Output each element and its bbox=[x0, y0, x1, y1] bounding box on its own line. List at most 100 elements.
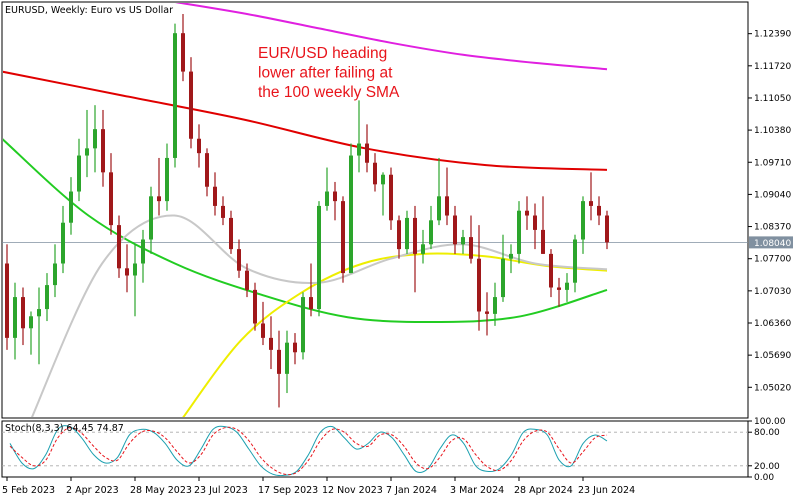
candle-body bbox=[165, 157, 169, 202]
candle-body bbox=[413, 217, 417, 254]
x-tick-label: 3 Mar 2024 bbox=[450, 485, 504, 496]
candle-body bbox=[29, 316, 33, 329]
y-tick-label: 1.08370 bbox=[754, 223, 791, 233]
candle-body bbox=[349, 155, 353, 274]
candle-body bbox=[21, 297, 25, 329]
candle-body bbox=[285, 342, 289, 374]
candle-body bbox=[333, 191, 337, 202]
candle-body bbox=[69, 191, 73, 223]
candle-body bbox=[493, 297, 497, 314]
stoch-y-tick-label: 80.00 bbox=[754, 428, 780, 438]
candle-body bbox=[549, 253, 553, 288]
candle-body bbox=[605, 215, 609, 243]
y-tick-label: 1.09710 bbox=[754, 158, 791, 168]
stoch-signal-line bbox=[9, 426, 608, 476]
candle-body bbox=[517, 210, 521, 254]
current-price-box bbox=[749, 236, 793, 249]
candle-body bbox=[373, 162, 377, 185]
candle-body bbox=[261, 323, 265, 338]
candle-body bbox=[565, 282, 569, 290]
candle-body bbox=[197, 138, 201, 154]
candle-body bbox=[573, 239, 577, 283]
candle-body bbox=[469, 237, 473, 259]
x-tick-label: 12 Nov 2023 bbox=[322, 485, 383, 496]
stoch-y-tick-label: 0.00 bbox=[754, 473, 774, 483]
annotation-text: EUR/USD heading bbox=[258, 45, 387, 62]
candle-body bbox=[221, 205, 225, 218]
x-tick-label: 23 Jun 2024 bbox=[578, 485, 635, 496]
candle-body bbox=[485, 311, 489, 314]
candle-body bbox=[389, 174, 393, 221]
y-tick-label: 1.07030 bbox=[754, 287, 791, 297]
candle-body bbox=[501, 258, 505, 298]
candle-body bbox=[109, 172, 113, 226]
annotation-text: the 100 weekly SMA bbox=[258, 84, 400, 101]
candle-body bbox=[141, 239, 145, 264]
candle-body bbox=[309, 297, 313, 310]
y-tick-label: 1.09040 bbox=[754, 190, 791, 200]
candle-body bbox=[205, 153, 209, 187]
candle-body bbox=[597, 205, 601, 216]
y-tick-label: 1.05020 bbox=[754, 383, 791, 393]
stoch-title: Stoch(8,3,3) 64.45 74.87 bbox=[5, 423, 124, 434]
candle-body bbox=[397, 220, 401, 250]
x-tick-label: 17 Sep 2023 bbox=[258, 485, 318, 496]
candle-body bbox=[93, 129, 97, 149]
candle-body bbox=[477, 258, 481, 312]
candle-body bbox=[173, 33, 177, 158]
chart-title: EURUSD, Weekly: Euro vs US Dollar bbox=[5, 5, 173, 16]
candle-body bbox=[117, 225, 121, 269]
x-tick-label: 28 May 2023 bbox=[130, 485, 192, 496]
candle-body bbox=[85, 148, 89, 156]
y-tick-label: 1.05690 bbox=[754, 351, 791, 361]
x-tick-label: 28 Apr 2024 bbox=[514, 485, 573, 496]
candle-body bbox=[77, 155, 81, 192]
sma-green-line bbox=[3, 138, 608, 324]
candle-body bbox=[461, 237, 465, 245]
candle-body bbox=[589, 201, 593, 206]
candle-body bbox=[101, 129, 105, 173]
main-panel-frame bbox=[1, 1, 749, 419]
y-tick-label: 1.06360 bbox=[754, 319, 791, 329]
candle-body bbox=[317, 205, 321, 310]
candle-body bbox=[581, 201, 585, 240]
candle-body bbox=[133, 263, 137, 276]
candle-body bbox=[533, 215, 537, 230]
y-tick-label: 1.12390 bbox=[754, 30, 791, 40]
candle-body bbox=[341, 201, 345, 274]
candle-body bbox=[125, 268, 129, 276]
x-tick-label: 23 Jul 2023 bbox=[194, 485, 248, 496]
y-tick-label: 1.07700 bbox=[754, 255, 791, 265]
y-tick-label: 1.11050 bbox=[754, 94, 791, 104]
candle-body bbox=[157, 196, 161, 202]
candle-body bbox=[37, 309, 41, 317]
candle-body bbox=[253, 289, 257, 324]
candle-body bbox=[429, 220, 433, 245]
candle-body bbox=[541, 229, 545, 254]
candle-body bbox=[365, 143, 369, 163]
x-tick-label: 5 Feb 2023 bbox=[2, 485, 55, 496]
sma-magenta-line bbox=[174, 3, 608, 71]
candle-body bbox=[13, 297, 17, 338]
annotation-text: lower after failing at bbox=[258, 65, 393, 82]
candle-body bbox=[229, 217, 233, 250]
candle-body bbox=[277, 349, 281, 374]
candle-body bbox=[437, 196, 441, 221]
candle-body bbox=[325, 191, 329, 206]
candle-body bbox=[301, 297, 305, 353]
candle-body bbox=[405, 217, 409, 250]
candle-body bbox=[557, 287, 561, 290]
candle-body bbox=[61, 222, 65, 264]
sma-gray-line bbox=[31, 214, 608, 417]
candle-body bbox=[237, 249, 241, 271]
current-price-label: 1.08040 bbox=[754, 239, 791, 249]
candle-body bbox=[181, 33, 185, 72]
candle-body bbox=[53, 263, 57, 286]
stoch-y-tick-label: 100.00 bbox=[754, 417, 786, 427]
y-tick-label: 1.11720 bbox=[754, 62, 791, 72]
candle-body bbox=[45, 285, 49, 310]
candle-body bbox=[525, 210, 529, 216]
candle-body bbox=[509, 253, 513, 259]
candle-body bbox=[421, 244, 425, 254]
